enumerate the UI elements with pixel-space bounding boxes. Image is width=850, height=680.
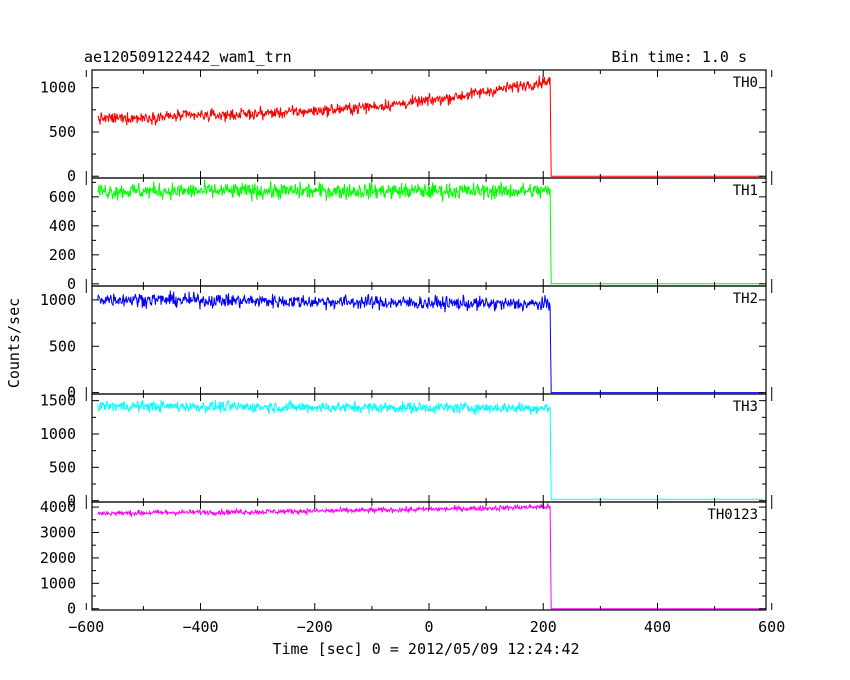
y-tick-label: 0 [67,492,76,510]
y-tick-label: 1000 [40,425,76,443]
y-tick-label: 1500 [40,392,76,410]
series-line-th1 [97,180,764,285]
y-tick-label: 500 [49,458,76,476]
y-tick-label: 2000 [40,549,76,567]
y-tick-label: 1000 [40,574,76,592]
y-tick-label: 1000 [40,291,76,309]
y-tick-label: 600 [49,188,76,206]
chart-title: ae120509122442_wam1_trn [84,48,292,66]
series-line-th0 [97,75,764,177]
y-tick-label: 4000 [40,498,76,516]
y-tick-label: 0 [67,167,76,185]
panel-label-th1: TH1 [733,183,758,199]
y-tick-label: 1000 [40,79,76,97]
panel-frame-th0123 [91,501,767,611]
panels-group: TH0 0 500 1000 TH1 0 200 400 600 TH2 0 500 1000 TH3 0 5… [40,69,785,636]
x-tick-label: 200 [530,618,557,636]
x-tick-label: −400 [182,618,218,636]
panel-label-th2: TH2 [733,291,758,307]
x-axis-label: Time [sec] 0 = 2012/05/09 12:24:42 [272,640,579,658]
y-axis-label: Counts/sec [5,298,23,388]
y-tick-label: 200 [49,246,76,264]
y-tick-label: 500 [49,123,76,141]
x-tick-label: −200 [297,618,333,636]
panel-label-th0: TH0 [733,75,758,91]
x-tick-label: −600 [68,618,104,636]
x-tick-label: 0 [424,618,433,636]
y-tick-label: 0 [67,384,76,402]
y-tick-label: 400 [49,217,76,235]
series-line-th0123 [97,501,764,610]
y-tick-label: 0 [67,275,76,293]
panel-label-th3: TH3 [733,399,758,415]
x-tick-label: 600 [758,618,785,636]
panel-frame-th0 [91,69,767,179]
y-tick-label: 3000 [40,523,76,541]
series-line-th3 [97,399,764,500]
y-tick-label: 0 [67,600,76,618]
x-tick-label: 400 [644,618,671,636]
series-line-th2 [97,290,764,394]
bin-time-label: Bin time: 1.0 s [612,48,747,66]
panel-label-th0123: TH0123 [707,507,758,523]
y-tick-label: 500 [49,337,76,355]
